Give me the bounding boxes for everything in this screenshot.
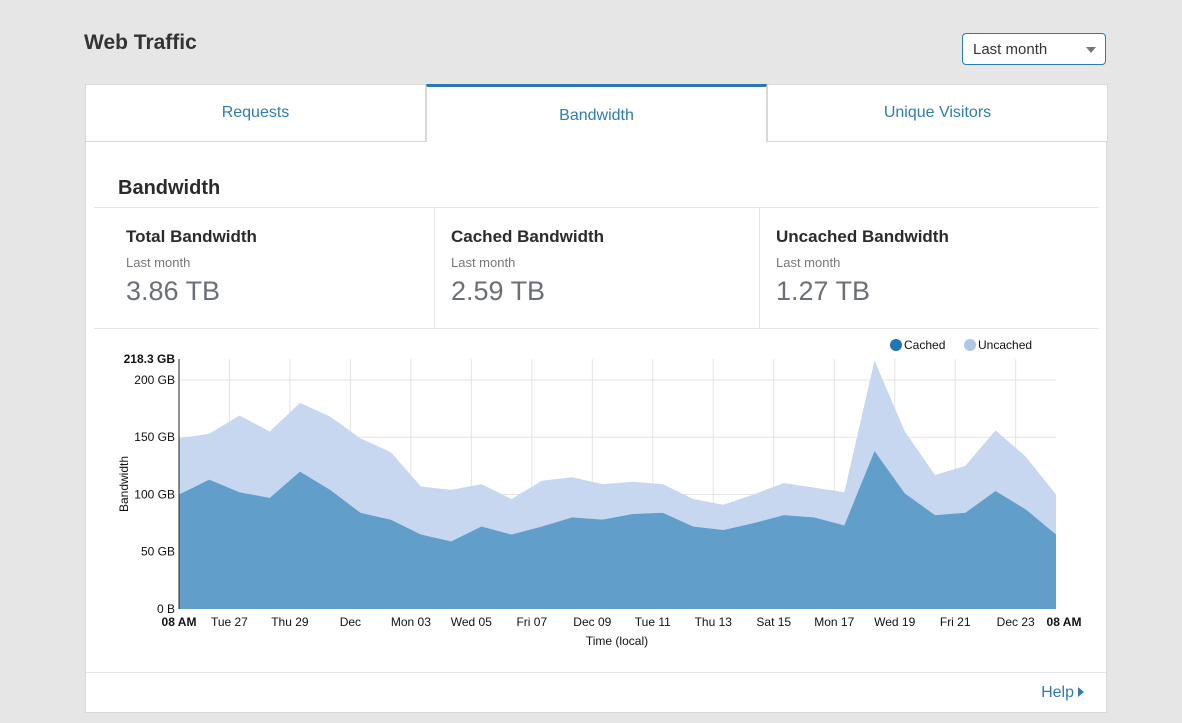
stat-cached-bandwidth: Cached Bandwidth Last month 2.59 TB — [451, 227, 604, 307]
legend-cached-label: Cached — [904, 338, 945, 352]
page-title: Web Traffic — [84, 31, 197, 54]
x-tick-label: Wed 19 — [874, 615, 915, 629]
help-label: Help — [1041, 684, 1074, 701]
x-tick-label: Fri 07 — [516, 615, 547, 629]
tab-label: Bandwidth — [559, 106, 634, 124]
help-link[interactable]: Help — [1041, 684, 1084, 702]
x-axis-title: Time (local) — [586, 634, 648, 648]
chevron-down-icon — [1086, 47, 1096, 53]
tab-label: Requests — [221, 104, 290, 121]
y-tick-label: 50 GB — [141, 545, 175, 559]
x-tick-label: Dec 09 — [573, 615, 611, 629]
x-tick-label: Dec — [340, 615, 361, 629]
x-tick-label: Sat 15 — [756, 615, 791, 629]
cached-area — [179, 450, 1056, 609]
stat-title: Cached Bandwidth — [451, 227, 605, 246]
caret-right-icon — [1078, 687, 1084, 697]
stat-title: Uncached Bandwidth — [776, 227, 949, 246]
traffic-card: Requests Bandwidth Unique Visitors Bandw… — [85, 84, 1108, 713]
x-tick-label: Dec 23 — [997, 615, 1035, 629]
y-tick-label: 100 GB — [134, 487, 175, 501]
x-tick-label: Thu 29 — [271, 615, 309, 629]
y-tick-label: 218.3 GB — [124, 352, 176, 366]
legend-uncached-label: Uncached — [978, 338, 1032, 352]
time-range-select[interactable]: Last month — [962, 33, 1106, 65]
x-tick-label: Mon 17 — [814, 615, 854, 629]
legend-uncached-dot — [964, 339, 976, 351]
legend-cached-dot — [890, 339, 902, 351]
x-tick-label: 08 AM — [162, 615, 197, 629]
stat-subtitle: Last month — [776, 255, 841, 270]
y-tick-label: 150 GB — [134, 430, 175, 444]
x-tick-label: Wed 05 — [451, 615, 492, 629]
stat-value: 2.59 TB — [451, 276, 546, 306]
x-tick-label: 08 AM — [1047, 615, 1082, 629]
time-range-value: Last month — [973, 41, 1048, 58]
divider — [94, 207, 1099, 208]
x-tick-label: Thu 13 — [695, 615, 733, 629]
stat-total-bandwidth: Total Bandwidth Last month 3.86 TB — [126, 227, 257, 307]
tab-unique-visitors[interactable]: Unique Visitors — [767, 84, 1108, 142]
x-tick-label: Fri 21 — [940, 615, 971, 629]
divider — [759, 208, 760, 329]
stat-value: 1.27 TB — [776, 276, 871, 306]
tab-label: Unique Visitors — [883, 104, 992, 121]
bandwidth-chart: 0 B 50 GB 100 GB 150 GB 200 GB 218.3 GB 08 AM T… — [117, 338, 1082, 648]
y-tick-label: 200 GB — [134, 373, 175, 387]
divider — [434, 208, 435, 329]
x-tick-label: Tue 27 — [211, 615, 248, 629]
y-tick-label: 0 B — [157, 602, 175, 616]
stat-subtitle: Last month — [126, 255, 191, 270]
tab-requests[interactable]: Requests — [85, 84, 426, 142]
divider — [86, 672, 1106, 673]
tab-bandwidth[interactable]: Bandwidth — [426, 84, 767, 142]
divider — [94, 328, 1099, 329]
y-axis-title: Bandwidth — [117, 456, 131, 512]
uncached-area — [179, 360, 1056, 542]
stat-subtitle: Last month — [451, 255, 516, 270]
stat-title: Total Bandwidth — [126, 227, 257, 246]
stat-value: 3.86 TB — [126, 276, 221, 306]
x-tick-label: Tue 11 — [635, 615, 671, 629]
x-tick-label: Mon 03 — [391, 615, 431, 629]
section-title: Bandwidth — [118, 177, 221, 199]
stat-uncached-bandwidth: Uncached Bandwidth Last month 1.27 TB — [776, 227, 949, 307]
